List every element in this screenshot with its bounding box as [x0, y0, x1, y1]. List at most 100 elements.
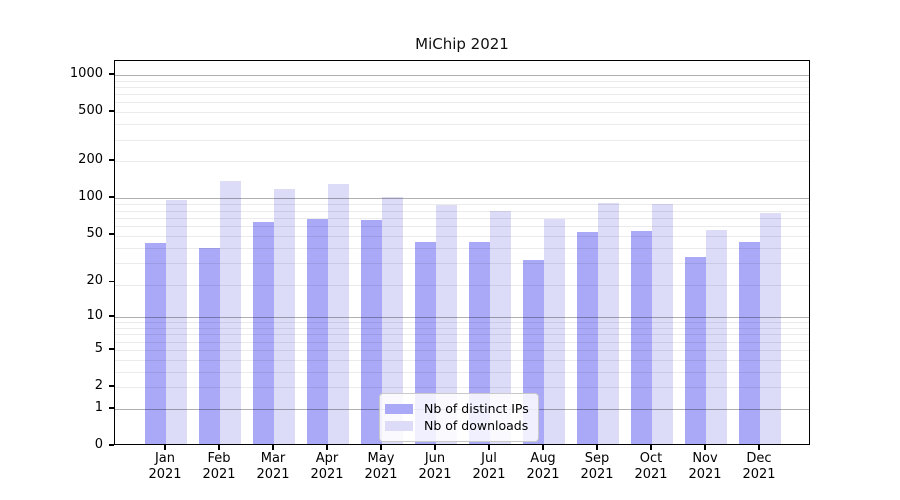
- x-tick-label: Sep 2021: [580, 451, 614, 482]
- x-tick-mark: [542, 445, 544, 450]
- minor-gridline: [115, 124, 809, 126]
- minor-gridline: [115, 247, 809, 249]
- bar-nb-of-downloads-jul: [490, 211, 511, 445]
- x-tick-label: Jun 2021: [418, 451, 452, 482]
- x-tick-mark: [488, 445, 490, 450]
- x-tick-mark: [704, 445, 706, 450]
- y-tick-label: 1: [94, 399, 103, 415]
- x-tick-label: Nov 2021: [688, 451, 722, 482]
- y-tick-mark: [109, 233, 114, 235]
- y-tick-label: 20: [86, 273, 103, 289]
- x-tick-mark: [596, 445, 598, 450]
- minor-gridline: [115, 102, 809, 104]
- minor-gridline: [115, 371, 809, 373]
- legend-label: Nb of downloads: [424, 418, 529, 433]
- y-tick-label: 100: [78, 189, 103, 205]
- major-gridline: [115, 317, 809, 319]
- bar-nb-of-downloads-sep: [598, 202, 619, 445]
- legend-swatch: [385, 420, 413, 431]
- x-tick-label: Aug 2021: [526, 451, 560, 482]
- plot-area: [114, 60, 810, 445]
- bar-nb-of-downloads-jun: [436, 204, 457, 445]
- y-tick-label: 1000: [69, 65, 103, 81]
- x-tick-label: May 2021: [364, 451, 398, 482]
- x-tick-label: Apr 2021: [310, 451, 344, 482]
- minor-gridline: [115, 210, 809, 212]
- y-tick-label: 5: [94, 340, 103, 356]
- minor-gridline: [115, 387, 809, 388]
- y-tick-label: 200: [78, 152, 103, 168]
- bar-nb-of-downloads-aug: [544, 219, 565, 445]
- chart-title: MiChip 2021: [415, 35, 509, 53]
- bar-nb-of-downloads-apr: [328, 184, 349, 445]
- minor-gridline: [115, 235, 809, 237]
- bar-nb-of-distinct-ips-nov: [685, 256, 706, 445]
- legend-item: Nb of downloads: [385, 418, 529, 433]
- minor-gridline: [115, 204, 809, 206]
- legend-swatch: [385, 403, 413, 414]
- minor-gridline: [115, 359, 809, 361]
- minor-gridline: [115, 112, 809, 114]
- x-tick-mark: [164, 445, 166, 450]
- x-tick-mark: [758, 445, 760, 450]
- x-tick-label: Mar 2021: [256, 451, 290, 482]
- bar-nb-of-downloads-dec: [760, 212, 781, 445]
- legend-label: Nb of distinct IPs: [424, 401, 529, 416]
- x-tick-mark: [650, 445, 652, 450]
- minor-gridline: [115, 285, 809, 287]
- minor-gridline: [115, 341, 809, 343]
- bar-nb-of-distinct-ips-oct: [631, 230, 652, 445]
- x-tick-mark: [434, 445, 436, 450]
- y-tick-label: 10: [86, 308, 103, 324]
- y-tick-label: 0: [94, 437, 103, 452]
- minor-gridline: [115, 86, 809, 88]
- bar-nb-of-distinct-ips-dec: [739, 241, 760, 445]
- minor-gridline: [115, 94, 809, 96]
- y-tick-mark: [109, 444, 114, 446]
- y-tick-mark: [109, 110, 114, 112]
- bar-nb-of-downloads-may: [382, 197, 403, 445]
- x-tick-label: Feb 2021: [202, 451, 236, 482]
- bar-nb-of-distinct-ips-mar: [253, 221, 274, 445]
- major-gridline: [115, 74, 809, 76]
- y-tick-mark: [109, 407, 114, 409]
- x-tick-mark: [326, 445, 328, 450]
- x-tick-mark: [218, 445, 220, 450]
- minor-gridline: [115, 349, 809, 351]
- y-tick-mark: [109, 73, 114, 75]
- x-tick-mark: [380, 445, 382, 450]
- x-tick-label: Dec 2021: [742, 451, 776, 482]
- minor-gridline: [115, 217, 809, 219]
- legend: Nb of distinct IPs Nb of downloads: [379, 393, 539, 442]
- minor-gridline: [115, 328, 809, 329]
- bar-nb-of-distinct-ips-jan: [145, 242, 166, 445]
- bar-nb-of-downloads-mar: [274, 189, 295, 445]
- bar-nb-of-downloads-nov: [706, 229, 727, 445]
- major-gridline: [115, 198, 809, 200]
- y-tick-label: 50: [86, 225, 103, 241]
- bar-nb-of-distinct-ips-may: [361, 220, 382, 445]
- minor-gridline: [115, 226, 809, 227]
- minor-gridline: [115, 334, 809, 336]
- y-tick-mark: [109, 280, 114, 283]
- x-tick-label: Jan 2021: [148, 451, 182, 482]
- x-tick-label: Oct 2021: [634, 451, 668, 482]
- y-tick-mark: [109, 385, 114, 387]
- minor-gridline: [115, 80, 809, 82]
- minor-gridline: [115, 263, 809, 265]
- bar-nb-of-downloads-jan: [166, 199, 187, 445]
- legend-item: Nb of distinct IPs: [385, 401, 529, 416]
- minor-gridline: [115, 322, 809, 324]
- y-tick-mark: [109, 196, 114, 198]
- minor-gridline: [115, 139, 809, 141]
- bar-nb-of-distinct-ips-feb: [199, 247, 220, 445]
- y-tick-label: 500: [78, 103, 103, 118]
- minor-gridline: [115, 161, 809, 163]
- bar-nb-of-downloads-feb: [220, 181, 241, 445]
- y-tick-mark: [109, 348, 114, 350]
- bar-nb-of-downloads-oct: [652, 204, 673, 445]
- bar-nb-of-distinct-ips-apr: [307, 218, 328, 445]
- x-tick-label: Jul 2021: [472, 451, 506, 482]
- y-tick-label: 2: [94, 378, 103, 393]
